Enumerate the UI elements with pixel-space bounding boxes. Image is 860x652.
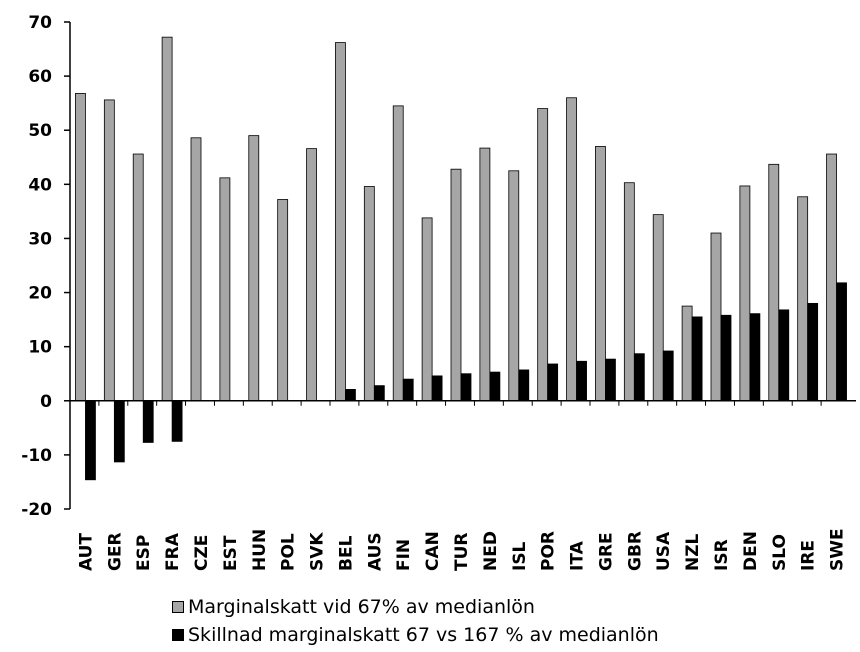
- bar-swe-series-1: [826, 153, 837, 402]
- bar-ire-series-1: [797, 196, 809, 402]
- y-tick-label-30: 30: [28, 229, 52, 249]
- legend-item-series-1: Marginalskatt vid 67% av medianlön: [172, 596, 535, 618]
- x-tick-label-gbr: GBR: [625, 531, 645, 571]
- legend-swatch-series-2: [172, 629, 184, 641]
- bar-fin-series-2: [402, 378, 414, 402]
- bar-bel-series-2: [345, 389, 356, 402]
- bar-fin-series-1: [392, 105, 404, 402]
- x-tick-label-est: EST: [221, 535, 241, 571]
- bar-nzl-series-2: [691, 316, 703, 402]
- y-tick-label-10: 10: [28, 338, 52, 358]
- bar-esp-series-2: [142, 400, 154, 443]
- x-tick-label-ire: IRE: [799, 540, 819, 571]
- bar-svk-series-1: [306, 148, 317, 402]
- x-tick-label-ita: ITA: [568, 540, 588, 571]
- x-tick-label-den: DEN: [741, 531, 761, 571]
- y-tick-label-60: 60: [28, 67, 52, 87]
- bar-tur-series-2: [460, 373, 472, 402]
- chart: -20 -10 0 10 20 30 40 50 60 70 AUT GER ESP FRA CZE EST…: [21, 13, 856, 571]
- x-tick-label-tur: TUR: [452, 533, 472, 572]
- bar-gre-series-1: [595, 146, 606, 402]
- x-labels-group: AUT GER ESP FRA CZE EST HUN POL SVK BEL AUS FIN CAN T…: [76, 528, 847, 571]
- x-tick-label-hun: HUN: [250, 529, 270, 571]
- x-tick-label-aut: AUT: [76, 533, 96, 571]
- bar-pol-series-1: [277, 199, 289, 402]
- bar-esp-series-1: [132, 153, 144, 402]
- bar-swe-series-2: [836, 282, 847, 402]
- bar-tur-series-1: [450, 168, 462, 402]
- y-tick-label-40: 40: [28, 175, 52, 195]
- bar-isl-series-2: [518, 369, 530, 402]
- legend-label-series-1: Marginalskatt vid 67% av medianlön: [188, 596, 535, 618]
- bar-isr-series-1: [710, 232, 722, 402]
- bar-usa-series-1: [652, 214, 664, 402]
- x-tick-label-cze: CZE: [192, 535, 212, 571]
- bar-gbr-series-2: [633, 353, 645, 402]
- bars-group: [75, 36, 847, 481]
- bar-ned-series-2: [489, 371, 501, 402]
- x-tick-label-pol: POL: [279, 533, 299, 571]
- bar-gbr-series-1: [623, 182, 635, 402]
- bar-can-series-2: [431, 375, 443, 402]
- bar-hun-series-1: [248, 135, 260, 402]
- bar-aut-series-2: [85, 400, 96, 481]
- bar-ned-series-1: [479, 147, 491, 402]
- bar-aus-series-1: [363, 186, 375, 402]
- bar-est-series-1: [219, 177, 231, 402]
- y-tick-label-neg10: -10: [21, 446, 52, 466]
- bar-nzl-series-1: [681, 305, 693, 402]
- x-tick-label-ger: GER: [105, 532, 125, 571]
- x-tick-label-slo: SLO: [770, 534, 790, 571]
- legend-item-series-2: Skillnad marginalskatt 67 vs 167 % av me…: [172, 624, 659, 646]
- y-tick-label-20: 20: [28, 284, 52, 304]
- x-tick-label-nzl: NZL: [683, 533, 703, 571]
- axes-group: [69, 22, 856, 509]
- bar-ger-series-2: [113, 400, 125, 463]
- bar-ger-series-1: [103, 99, 115, 402]
- bar-por-series-2: [547, 363, 559, 402]
- bar-slo-series-1: [768, 163, 780, 402]
- legend-swatch-series-1: [172, 601, 184, 613]
- y-tick-label-0: 0: [40, 392, 52, 412]
- bar-fra-series-1: [161, 36, 173, 402]
- legend-label-series-2: Skillnad marginalskatt 67 vs 167 % av me…: [188, 624, 659, 646]
- bar-cze-series-1: [190, 137, 202, 402]
- x-tick-label-ned: NED: [481, 531, 501, 571]
- y-tick-label-neg20: -20: [21, 500, 52, 520]
- bar-ita-series-1: [566, 97, 577, 402]
- bar-gre-series-2: [605, 358, 616, 402]
- bar-usa-series-2: [662, 350, 674, 402]
- y-tick-label-50: 50: [28, 121, 52, 141]
- bar-aus-series-2: [373, 385, 385, 402]
- x-tick-label-isl: ISL: [510, 541, 530, 571]
- x-tick-label-isr: ISR: [712, 539, 732, 571]
- bar-den-series-1: [739, 185, 751, 402]
- bar-ire-series-2: [807, 302, 819, 402]
- x-tick-label-aus: AUS: [365, 532, 385, 571]
- x-tick-label-fra: FRA: [163, 532, 183, 571]
- bar-isr-series-2: [720, 314, 732, 402]
- x-tick-label-esp: ESP: [134, 535, 154, 571]
- y-ticks-group: -20 -10 0 10 20 30 40 50 60 70: [21, 13, 70, 520]
- x-tick-label-swe: SWE: [828, 528, 848, 571]
- x-tick-label-por: POR: [539, 531, 559, 571]
- bar-fra-series-2: [171, 400, 183, 442]
- x-tick-label-bel: BEL: [336, 535, 356, 571]
- x-tick-label-gre: GRE: [596, 532, 616, 571]
- bar-bel-series-1: [335, 42, 346, 402]
- y-tick-label-70: 70: [28, 13, 52, 33]
- bar-ita-series-2: [576, 360, 587, 402]
- x-tick-label-can: CAN: [423, 531, 443, 571]
- bar-aut-series-1: [75, 93, 86, 402]
- x-tick-label-fin: FIN: [394, 539, 414, 571]
- bar-den-series-2: [749, 313, 761, 402]
- bar-slo-series-2: [778, 309, 790, 402]
- bar-por-series-1: [537, 108, 549, 402]
- x-tick-label-svk: SVK: [308, 532, 328, 571]
- x-tick-label-usa: USA: [654, 531, 674, 571]
- bar-can-series-1: [421, 217, 433, 402]
- bar-isl-series-1: [508, 170, 520, 402]
